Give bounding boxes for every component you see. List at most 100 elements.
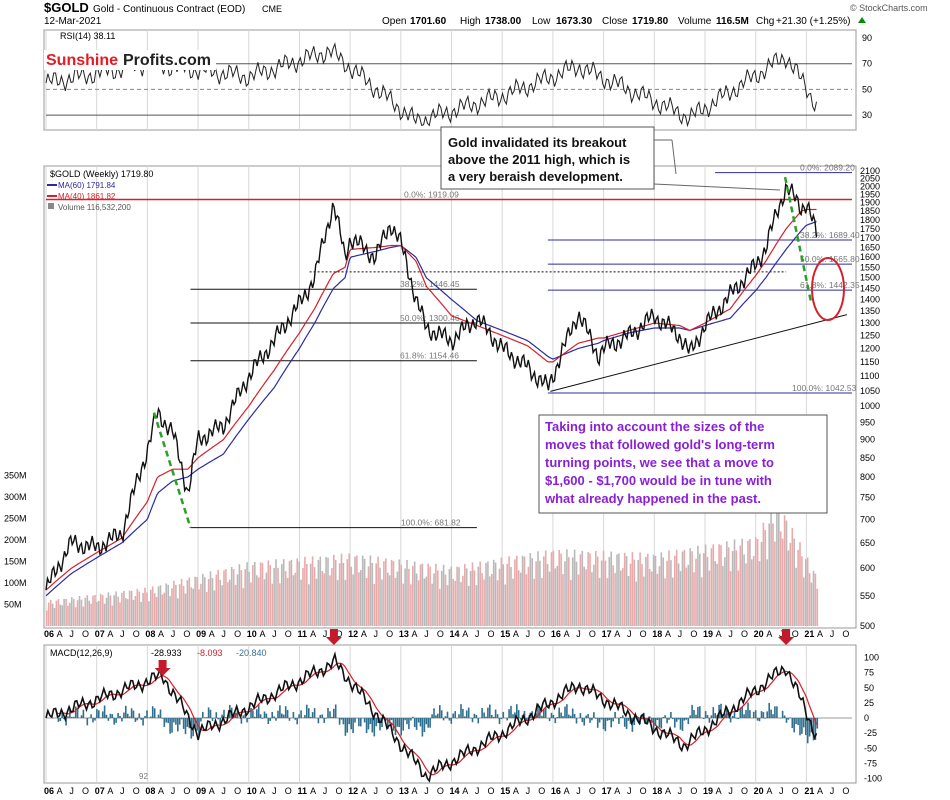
macd-histogram-bar <box>571 708 574 718</box>
x-tick-label: J <box>171 786 176 796</box>
volume-bar <box>589 553 591 626</box>
volume-bar <box>71 597 73 626</box>
macd-histogram-bar <box>348 718 350 725</box>
macd-histogram-bar <box>587 714 589 718</box>
volume-bar <box>575 561 578 626</box>
price-tick-label: 1700 <box>860 233 880 243</box>
annotation-top-pointer <box>653 183 781 191</box>
macd-histogram-bar <box>735 718 738 719</box>
x-tick-label: 17 <box>602 786 612 796</box>
x-tick-label: O <box>741 629 748 639</box>
x-tick-label: O <box>589 786 596 796</box>
macd-histogram-bar <box>323 718 325 723</box>
volume-bar <box>645 556 647 626</box>
x-tick-label: 09 <box>196 786 206 796</box>
x-tick-label: A <box>412 629 418 639</box>
legend-volume: Volume 116,532,200 <box>58 203 131 212</box>
macd-histogram-bar <box>263 711 266 718</box>
macd-histogram-bar <box>573 714 576 718</box>
macd-histogram-bar <box>562 716 564 718</box>
macd-histogram-bar <box>417 718 420 723</box>
x-tick-label: J <box>373 786 378 796</box>
x-tick-label: J <box>424 786 429 796</box>
macd-histogram-bar <box>252 710 254 718</box>
macd-histogram-bar <box>600 718 603 720</box>
volume-bar <box>585 569 587 626</box>
volume-bar <box>467 585 470 626</box>
macd-histogram-bar <box>491 714 493 718</box>
price-tick-label: 1350 <box>860 306 880 316</box>
close-label: Close <box>602 16 628 27</box>
volume-bar <box>700 577 703 626</box>
volume-bar <box>205 591 208 626</box>
macd-histogram-bar <box>431 714 433 718</box>
macd-histogram-bar <box>429 718 431 728</box>
volume-bar <box>446 585 449 626</box>
macd-lines <box>45 651 852 783</box>
volume-bar <box>498 568 501 626</box>
volume-bar <box>635 581 637 626</box>
volume-bar <box>647 553 649 626</box>
macd-histogram-bar <box>772 714 774 718</box>
volume-bar <box>271 583 273 626</box>
x-tick-label: O <box>133 629 140 639</box>
volume-tick-label: 250M <box>4 514 27 524</box>
macd-histogram-bar <box>282 714 285 718</box>
macd-histogram-bar <box>369 718 372 725</box>
x-tick-label: J <box>272 629 277 639</box>
fib-new-label: 0.0%: 2089.20 <box>800 163 855 173</box>
volume-bar <box>311 556 314 626</box>
macd-histogram-bar <box>410 718 412 721</box>
macd-histogram-bar <box>400 718 402 736</box>
volume-bar <box>691 551 693 626</box>
x-tick-label: A <box>766 786 772 796</box>
volume-bar <box>213 590 216 626</box>
macd-histogram-bar <box>59 718 62 721</box>
macd-histogram-bar <box>67 716 69 718</box>
volume-bar <box>250 582 252 626</box>
macd-histogram-bar <box>440 710 443 718</box>
macd-histogram-bar <box>604 718 607 732</box>
volume-bar <box>789 542 792 626</box>
macd-histogram-bar <box>793 718 795 733</box>
volume-bar <box>558 550 560 626</box>
volume-bar <box>606 578 609 626</box>
macd-histogram-bar <box>766 711 768 718</box>
volume-bar <box>716 563 718 626</box>
volume-bar <box>654 555 657 626</box>
volume-bar <box>679 571 682 626</box>
volume-bar <box>566 549 568 626</box>
x-tick-label: 11 <box>297 629 307 639</box>
volume-bar <box>460 582 462 626</box>
fib-old-label: 100.0%: 681.82 <box>401 518 461 528</box>
macd-histogram-bar <box>175 718 177 725</box>
volume-bar <box>562 574 564 626</box>
x-tick-label: A <box>57 629 63 639</box>
volume-tick-label: 50M <box>4 600 22 610</box>
macd-histogram-bar <box>801 718 803 734</box>
volume-bar <box>458 567 460 626</box>
macd-histogram-bar <box>57 718 60 722</box>
volume-bar <box>564 561 566 626</box>
x-tick-label: J <box>779 629 784 639</box>
volume-bar <box>776 505 778 626</box>
volume-bar <box>194 576 196 626</box>
macd-histogram-bar <box>74 706 77 718</box>
volume-bar <box>633 559 636 626</box>
price-tick-label: 800 <box>860 472 875 482</box>
volume-bar <box>612 565 614 626</box>
volume-bar <box>373 583 376 626</box>
volume-bar <box>288 561 291 626</box>
macd-histogram-bar <box>213 718 216 719</box>
macd-histogram-bar <box>612 718 614 722</box>
macd-histogram-bar <box>537 703 539 718</box>
x-tick-label: 19 <box>703 629 713 639</box>
volume-bar <box>541 578 543 626</box>
macd-histogram-bar <box>689 715 691 718</box>
macd-histogram-bar <box>467 707 470 718</box>
macd-histogram-bar <box>286 710 289 718</box>
macd-histogram-bar <box>648 716 651 718</box>
macd-histogram-bar <box>674 718 676 728</box>
brand-part2: Profits.com <box>123 52 211 69</box>
macd-histogram-bar <box>385 718 387 721</box>
